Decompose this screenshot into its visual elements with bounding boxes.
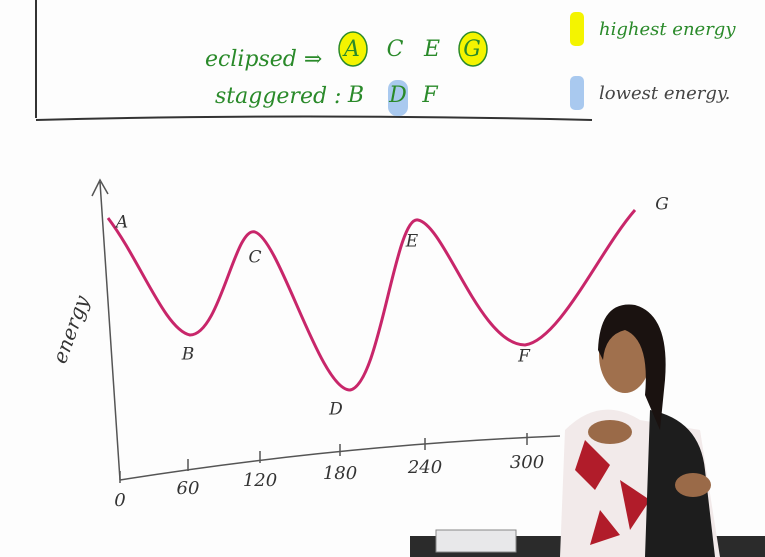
- x-tick-label: 180: [323, 463, 357, 484]
- staggered-item: F: [421, 83, 438, 108]
- legend-label: highest energy: [599, 19, 736, 40]
- eclipsed-label: eclipsed ⇒: [205, 47, 322, 72]
- hand: [588, 420, 632, 444]
- laptop: [436, 530, 516, 552]
- staggered-label: staggered :: [215, 84, 341, 109]
- x-tick-label: 60: [177, 478, 200, 499]
- screen: eclipsed ⇒ staggered : ACEGBDFhighest en…: [0, 0, 765, 557]
- hand: [675, 473, 711, 497]
- point-label: D: [328, 400, 343, 420]
- x-tick-label: 300: [510, 452, 544, 473]
- eclipsed-item: G: [463, 37, 481, 62]
- x-tick-label: 0: [114, 490, 125, 511]
- legend-swatch: [570, 76, 584, 110]
- point-label: F: [517, 347, 531, 367]
- eclipsed-item: C: [387, 37, 404, 62]
- staggered-item: B: [347, 83, 364, 108]
- legend-label: lowest energy.: [599, 83, 730, 104]
- staggered-item: D: [388, 83, 407, 108]
- x-tick-label: 240: [407, 457, 442, 478]
- legend-swatch: [570, 12, 584, 46]
- eclipsed-item: A: [342, 37, 360, 62]
- point-label: B: [181, 345, 195, 365]
- eclipsed-item: E: [423, 37, 440, 62]
- point-label: G: [655, 195, 669, 215]
- point-label: E: [405, 232, 419, 252]
- point-label: C: [248, 248, 261, 268]
- x-tick-label: 120: [243, 470, 277, 491]
- point-label: A: [114, 213, 128, 233]
